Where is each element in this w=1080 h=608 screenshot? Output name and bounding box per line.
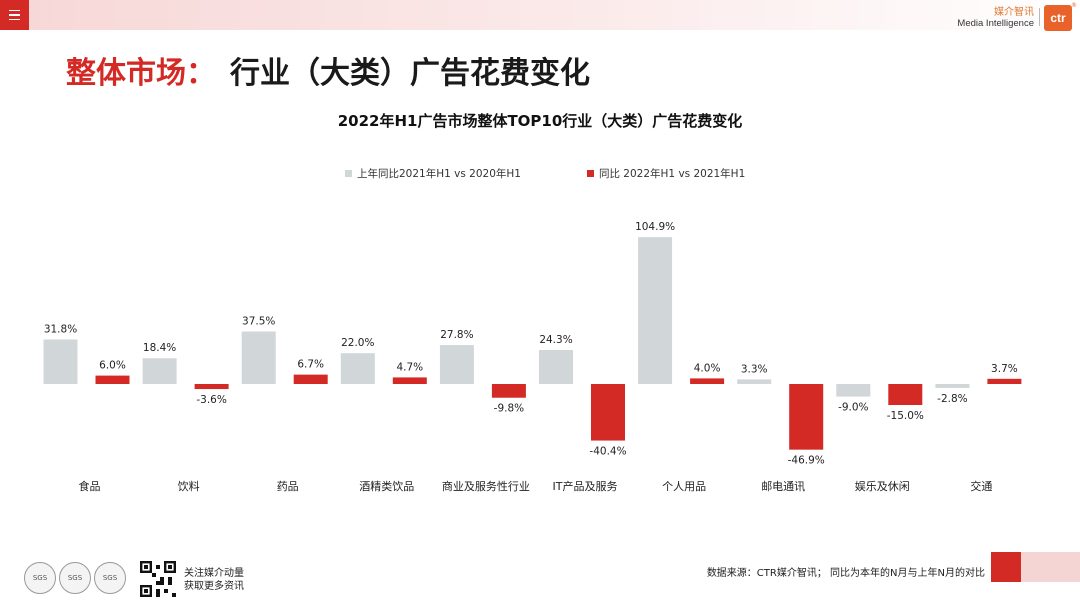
bar-prev-year: [737, 379, 772, 384]
data-source-note: 数据来源：CTR媒介智讯； 同比为本年的N月与上年N月的对比: [706, 568, 985, 579]
data-label: -46.9%: [788, 455, 825, 467]
data-label: 104.9%: [635, 221, 675, 233]
category-label: 交通: [970, 479, 992, 493]
follow-line-2: 获取更多资讯: [184, 581, 244, 592]
footer-pink-block: [1021, 552, 1080, 582]
category-label: 药品: [277, 480, 299, 493]
bar-prev-year: [439, 345, 474, 384]
data-label: 3.3%: [741, 363, 768, 375]
bar-current-year: [591, 384, 625, 441]
bar-prev-year: [43, 339, 78, 384]
chart-legend: 上年同比2021年H1 vs 2020年H1 同比 2022年H1 vs 202…: [345, 166, 745, 181]
category-label: 商业及服务性行业: [442, 479, 530, 493]
bar-current-year: [888, 384, 923, 405]
bar-prev-year: [539, 349, 573, 384]
brand-cn: 媒介智讯: [994, 7, 1034, 18]
category-label: 饮料: [178, 479, 200, 493]
data-label: -9.0%: [838, 402, 868, 414]
legend-swatch-red: [586, 170, 594, 177]
certification-badges: SGS SGS SGS: [24, 562, 126, 594]
brand-text: 媒介智讯 Media Intelligence: [957, 7, 1034, 29]
data-label: -3.6%: [196, 394, 226, 406]
legend-item-current-year: 同比 2022年H1 vs 2021年H1: [586, 166, 746, 181]
legend-item-prev-year: 上年同比2021年H1 vs 2020年H1: [345, 166, 521, 181]
data-label: 22.0%: [341, 337, 374, 349]
data-label: 18.4%: [143, 342, 176, 354]
follow-line-1: 关注媒介动量: [184, 568, 244, 579]
data-label: 4.0%: [694, 362, 721, 374]
bar-current-year: [789, 384, 824, 450]
sgs-badge-icon: SGS: [94, 562, 126, 594]
qr-code-icon[interactable]: [140, 561, 176, 597]
bar-current-year: [392, 377, 427, 384]
data-label: 3.7%: [991, 363, 1018, 375]
data-label: 6.7%: [297, 359, 324, 371]
bar-current-year: [194, 384, 229, 390]
legend-swatch-gray: [345, 170, 352, 177]
footer-red-block: [991, 552, 1021, 582]
data-label: -2.8%: [937, 393, 967, 405]
category-label: 酒精类饮品: [359, 479, 414, 493]
data-label: -40.4%: [589, 446, 626, 458]
category-label: 娱乐及休闲: [855, 479, 910, 493]
bar-prev-year: [241, 331, 276, 384]
brand-divider: [1039, 8, 1040, 26]
category-label: 邮电通讯: [761, 480, 805, 493]
bar-current-year: [95, 375, 130, 384]
data-label: 27.8%: [440, 329, 473, 341]
bar-prev-year: [638, 237, 673, 384]
data-label: 4.7%: [396, 361, 423, 373]
menu-icon[interactable]: [0, 0, 29, 30]
top-bar: [0, 0, 1080, 30]
category-label: 食品: [79, 479, 101, 493]
bar-current-year: [987, 378, 1022, 384]
page-title-main: 行业（大类）广告花费变化: [230, 56, 590, 91]
data-label: 31.8%: [44, 323, 77, 335]
ctr-logo: ctr: [1044, 5, 1072, 31]
bar-current-year: [690, 378, 725, 384]
bar-prev-year: [340, 353, 375, 384]
follow-text: 关注媒介动量 获取更多资讯: [184, 567, 244, 593]
chart-title: 2022年H1广告市场整体TOP10行业（大类）广告花费变化: [337, 112, 743, 130]
bar-prev-year: [142, 358, 177, 384]
brand-en: Media Intelligence: [957, 18, 1034, 29]
sgs-badge-icon: SGS: [59, 562, 91, 594]
data-label: 24.3%: [539, 334, 572, 346]
category-label: 个人用品: [662, 480, 706, 493]
bar-current-year: [293, 374, 328, 384]
legend-label-current-year: 同比 2022年H1 vs 2021年H1: [598, 168, 746, 180]
data-label: 6.0%: [99, 360, 126, 372]
page-title: 整体市场： 行业（大类）广告花费变化: [66, 48, 590, 92]
bar-prev-year: [935, 384, 970, 388]
bar-current-year: [491, 384, 526, 398]
sgs-badge-icon: SGS: [24, 562, 56, 594]
data-label: -9.8%: [494, 403, 524, 415]
category-label: IT产品及服务: [553, 479, 618, 493]
bar-prev-year: [836, 384, 871, 397]
registered-mark: ®: [1071, 2, 1077, 9]
data-label: 37.5%: [242, 316, 275, 328]
legend-label-prev-year: 上年同比2021年H1 vs 2020年H1: [357, 168, 521, 180]
page-title-accent: 整体市场：: [66, 56, 216, 91]
data-label: -15.0%: [887, 410, 924, 422]
